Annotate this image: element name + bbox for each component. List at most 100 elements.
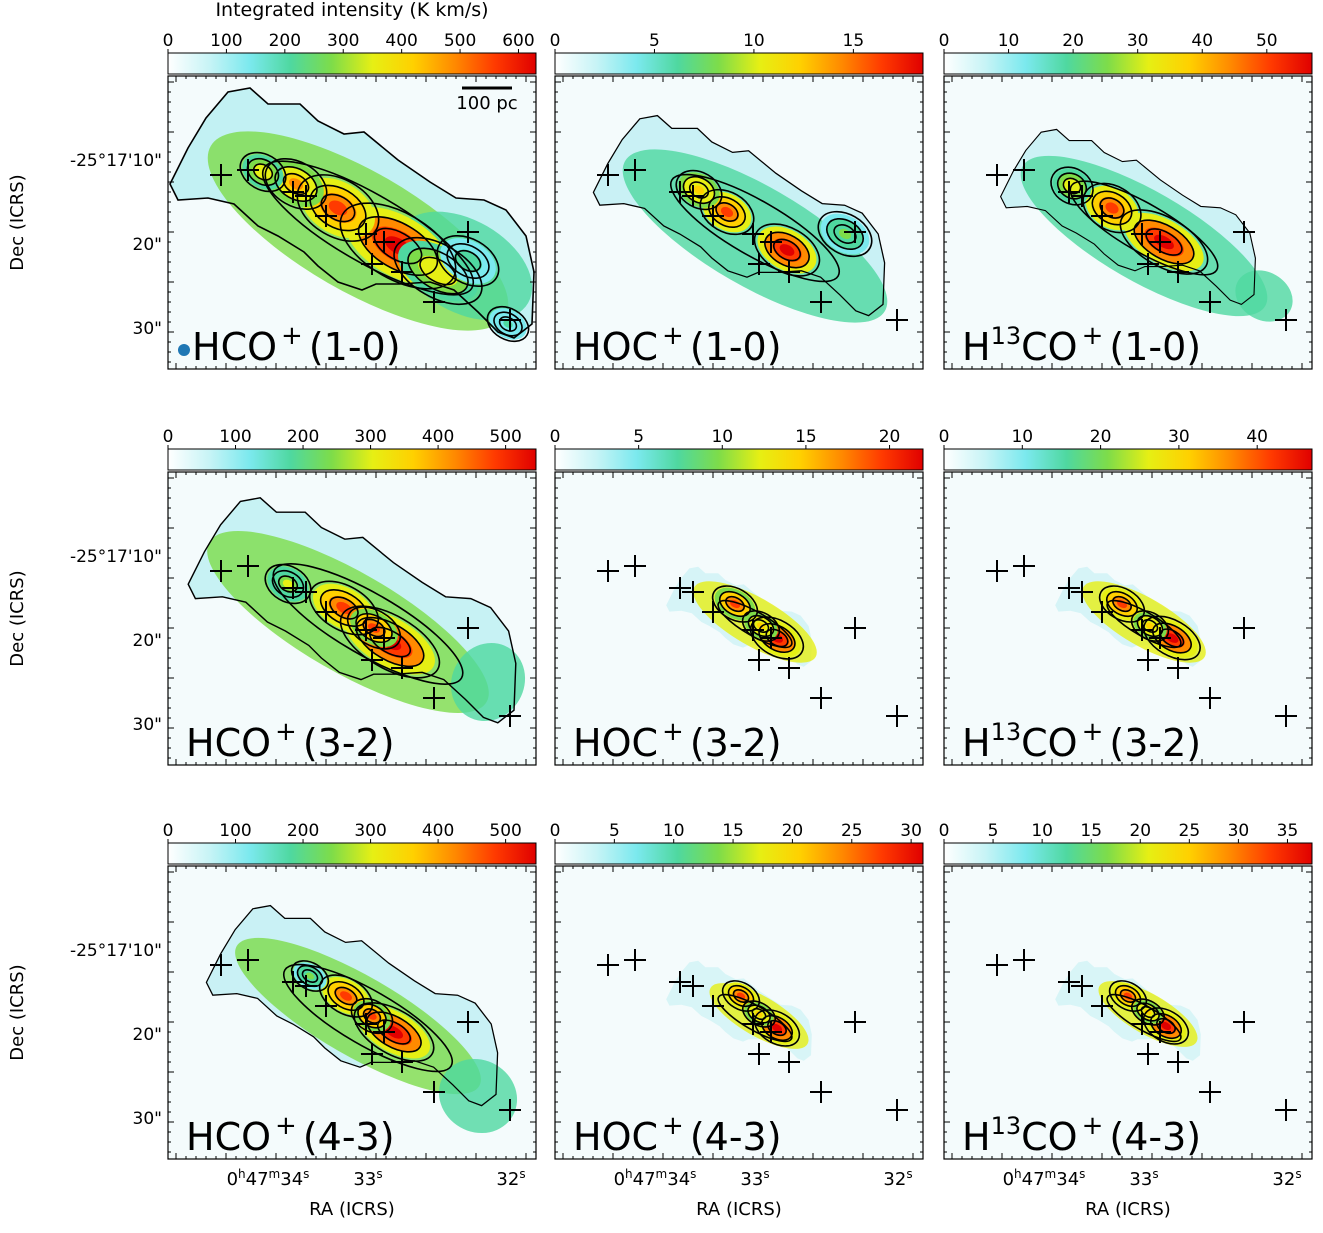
markers	[210, 555, 521, 727]
x-tick-label: 33s	[1129, 1167, 1158, 1190]
contour-ridge	[272, 563, 464, 685]
contours	[1098, 585, 1201, 661]
emission-peak	[779, 244, 795, 256]
contour-level	[767, 1019, 787, 1037]
y-axis-label: Dec (ICRS)	[7, 964, 28, 1060]
colorbar	[554, 52, 924, 75]
contour-level	[239, 151, 287, 193]
contour-level	[817, 210, 873, 258]
colorbar-tick-label: 400	[422, 427, 454, 447]
colorbar-tick-label: 15	[843, 31, 865, 51]
contour-level	[446, 243, 490, 279]
contour-ridge	[282, 963, 454, 1073]
axis-ticks	[944, 866, 1313, 1159]
map-panel: 0 100 200 300 400 500 600 HCO + (1-0) 100 pc -25°17…	[7, 31, 537, 370]
colorbar-tick-label: 20	[1062, 31, 1084, 51]
panel-title: HOC + (4-3)	[573, 1111, 782, 1159]
colorbar-tick-label: 0	[163, 821, 174, 841]
colorbar-tick-label: 25	[841, 821, 863, 841]
colorbar-tick-label: 40	[1246, 427, 1268, 447]
contour-level	[493, 311, 523, 337]
title-part: +	[662, 717, 684, 747]
x-tick-label-part: 47	[633, 1169, 656, 1190]
contour-level	[1056, 172, 1088, 200]
colorbar	[943, 448, 1313, 471]
axis-ticks	[168, 866, 537, 1159]
title-part: (1-0)	[690, 325, 782, 369]
colorbar-tick-label: 15	[795, 427, 817, 447]
diffuse-emission	[450, 642, 526, 722]
title-part: +	[1082, 717, 1104, 747]
contour-ridge	[717, 599, 793, 649]
title-part: CO	[1021, 721, 1077, 765]
colorbar-tick-label: 300	[354, 821, 386, 841]
colorbar-tick-label: 20	[1129, 821, 1151, 841]
x-axis-label: RA (ICRS)	[1085, 1199, 1171, 1220]
x-tick-label-part: s	[763, 1167, 769, 1181]
map-panel: 0 10 20 30 40 H13CO + (3-2)	[939, 427, 1313, 766]
diffuse-emission	[1235, 270, 1293, 322]
colorbar-tick-label: 15	[722, 821, 744, 841]
intensity-map	[168, 76, 536, 369]
colorbar-tick-label: 5	[649, 31, 660, 51]
contour-ridge	[1106, 599, 1182, 649]
contour-level	[753, 1009, 801, 1047]
map-panel: 0 100 200 300 400 500 HCO + (4-3) -25°17'10" 20" 30…	[7, 821, 537, 1220]
contour-level	[373, 227, 423, 265]
title-part: H	[962, 1115, 991, 1159]
colorbar-tick-label: 10	[1031, 821, 1053, 841]
axis-ticks	[168, 472, 537, 765]
y-tick-label: 30"	[133, 1109, 162, 1129]
title-part: (3-2)	[690, 721, 782, 765]
colorbar-tick-label: 20	[782, 821, 804, 841]
emission-peak	[340, 991, 352, 1001]
colorbar-tick-label: 0	[939, 427, 950, 447]
y-tick-label: -25°17'10"	[70, 547, 162, 567]
colorbar	[554, 842, 924, 865]
colorbar-tick-label: 20	[879, 427, 901, 447]
emission-peak	[328, 200, 348, 216]
x-tick-label-part: 34	[1056, 1169, 1079, 1190]
colorbar-tick-label: 100	[219, 427, 251, 447]
axis-ticks	[555, 866, 924, 1159]
y-tick-label: 20"	[133, 1025, 162, 1045]
markers	[597, 949, 908, 1121]
x-tick-label-part: s	[303, 1167, 309, 1181]
colorbar-tick-label: 0	[550, 31, 561, 51]
y-tick-label: 20"	[133, 631, 162, 651]
contour-level	[675, 169, 723, 211]
axis-ticks	[555, 76, 924, 369]
colorbar-tick-label: 35	[1277, 821, 1299, 841]
title-part: (3-2)	[1109, 721, 1201, 765]
x-tick-label-part: s	[519, 1167, 525, 1181]
title-part: HOC	[573, 1115, 658, 1159]
contours	[711, 585, 805, 660]
contour-level	[419, 256, 457, 286]
colorbar-tick-label: 30	[1127, 31, 1149, 51]
colorbar-tick-label: 10	[1011, 427, 1033, 447]
colorbar	[554, 448, 924, 471]
panel-title: HCO + (4-3)	[186, 1111, 395, 1159]
markers	[597, 159, 908, 331]
contour-level	[320, 193, 356, 223]
panel-title: H13CO + (1-0)	[962, 321, 1201, 369]
colorbar-tick-label: 200	[287, 821, 319, 841]
x-tick-label-part: 34	[667, 1169, 690, 1190]
markers	[986, 555, 1297, 727]
colorbar-tick-label: 0	[550, 821, 561, 841]
title-part: H	[962, 721, 991, 765]
title-part: HCO	[186, 721, 271, 765]
beam-marker	[178, 344, 190, 356]
axis-ticks	[944, 76, 1313, 369]
contour-ridge	[1106, 993, 1182, 1043]
colorbar-tick-label: 400	[422, 821, 454, 841]
colorbar-tick-label: 25	[1179, 821, 1201, 841]
x-tick-label-part: s	[1079, 1167, 1085, 1181]
x-tick-label-part: s	[1295, 1167, 1301, 1181]
colorbar-tick-label: 50	[1256, 31, 1278, 51]
contour-level	[301, 969, 319, 983]
contour-level	[339, 605, 441, 679]
map-panel: 0 100 200 300 400 500 HCO + (3-2) -25°17'10" 20" 30…	[7, 427, 537, 766]
